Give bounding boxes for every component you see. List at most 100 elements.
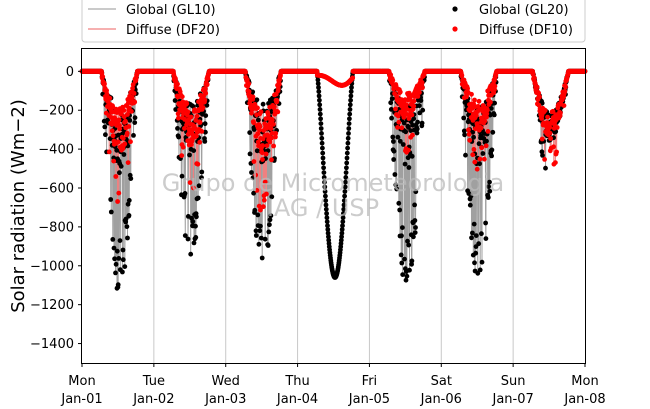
data-point-gl20: [124, 224, 130, 230]
data-point-gl20: [344, 165, 349, 171]
data-point-gl20: [322, 189, 328, 194]
data-point-gl20: [472, 260, 477, 266]
data-point-df10: [130, 85, 136, 91]
data-point-gl20: [469, 235, 474, 241]
data-point-gl20: [182, 191, 188, 196]
data-point-df10: [125, 112, 130, 117]
y-tick-label: −400: [38, 143, 74, 158]
data-point-gl20: [392, 172, 398, 177]
data-point-gl20: [492, 100, 497, 106]
data-point-gl20: [344, 150, 350, 156]
data-point-gl20: [479, 259, 485, 265]
data-point-df10: [199, 129, 205, 134]
data-point-gl20: [461, 128, 467, 134]
data-point-df10: [200, 105, 206, 110]
data-point-gl20: [347, 107, 353, 112]
data-point-gl20: [488, 106, 494, 111]
x-tick-label-date: Jan-03: [204, 392, 246, 407]
data-point-df10: [399, 125, 405, 131]
data-point-gl20: [348, 93, 354, 99]
data-point-df10: [120, 135, 126, 141]
data-point-gl20: [325, 230, 331, 236]
data-point-df10: [482, 156, 487, 162]
data-point-gl20: [247, 151, 253, 157]
data-point-df10: [260, 157, 265, 162]
data-point-gl20: [412, 218, 418, 223]
data-point-gl20: [322, 184, 328, 190]
data-point-df10: [203, 86, 208, 92]
data-point-df10: [395, 113, 401, 119]
data-point-gl20: [348, 89, 354, 94]
data-point-gl20: [468, 193, 474, 199]
data-point-gl20: [251, 127, 257, 132]
data-point-gl20: [267, 222, 272, 228]
data-point-gl20: [321, 165, 326, 171]
data-point-gl20: [475, 270, 481, 276]
data-point-df10: [176, 115, 181, 121]
data-point-gl20: [410, 122, 415, 128]
data-point-gl20: [319, 140, 325, 146]
data-point-df10: [470, 152, 476, 158]
data-point-df10: [397, 89, 403, 95]
data-point-gl20: [346, 121, 352, 126]
y-tick-label: −800: [38, 220, 74, 235]
data-point-gl20: [471, 221, 477, 227]
data-point-gl20: [320, 160, 326, 166]
data-point-gl20: [176, 134, 182, 140]
data-point-df10: [271, 143, 276, 149]
data-point-gl20: [415, 119, 420, 125]
data-point-df10: [195, 161, 201, 167]
data-point-gl20: [406, 165, 412, 170]
data-point-df10: [246, 89, 252, 94]
data-point-gl20: [347, 102, 353, 108]
data-point-gl20: [172, 98, 178, 103]
y-axis-label: Solar radiation (Wm−2): [8, 99, 29, 313]
data-point-gl20: [173, 107, 179, 112]
data-point-df10: [175, 111, 181, 117]
data-point-gl20: [255, 117, 261, 123]
data-point-df10: [275, 109, 281, 115]
data-point-df10: [204, 82, 210, 87]
x-tick-label-date: Jan-07: [492, 392, 534, 407]
legend-box: [81, 0, 586, 43]
data-point-gl20: [250, 89, 256, 95]
data-point-gl20: [319, 135, 325, 141]
data-point-gl20: [341, 202, 347, 208]
x-tick-label-date: Jan-01: [60, 392, 102, 407]
data-point-df10: [482, 118, 488, 124]
data-point-gl20: [103, 132, 108, 138]
data-point-gl20: [320, 150, 326, 156]
data-point-gl20: [251, 190, 256, 196]
y-tick-label: −200: [38, 104, 74, 119]
data-point-gl20: [341, 211, 346, 216]
data-point-df10: [276, 85, 281, 91]
data-point-gl20: [110, 237, 116, 242]
data-point-gl20: [323, 198, 329, 204]
data-point-gl20: [127, 118, 133, 123]
data-point-gl20: [347, 116, 352, 122]
data-point-gl20: [470, 230, 475, 236]
data-point-gl20: [405, 238, 410, 244]
data-point-df10: [182, 125, 187, 131]
data-point-gl20: [121, 152, 127, 157]
data-point-gl20: [126, 213, 132, 218]
data-point-df10: [121, 108, 127, 113]
data-point-df10: [478, 125, 484, 131]
data-point-df10: [395, 125, 400, 130]
data-point-df10: [261, 204, 266, 210]
data-point-gl20: [395, 134, 401, 140]
x-tick-label-day: Wed: [212, 374, 240, 389]
data-point-df10: [553, 160, 558, 166]
data-point-gl20: [401, 120, 407, 126]
data-point-gl20: [196, 183, 202, 189]
data-point-gl20: [320, 145, 325, 151]
data-point-gl20: [120, 257, 126, 263]
data-point-gl20: [249, 170, 254, 175]
data-point-df10: [194, 113, 200, 119]
data-point-df10: [268, 135, 274, 141]
data-point-gl20: [339, 230, 345, 236]
data-point-gl20: [340, 219, 346, 225]
data-point-df10: [269, 130, 275, 136]
data-point-gl20: [489, 153, 494, 159]
data-point-df10: [411, 103, 417, 109]
